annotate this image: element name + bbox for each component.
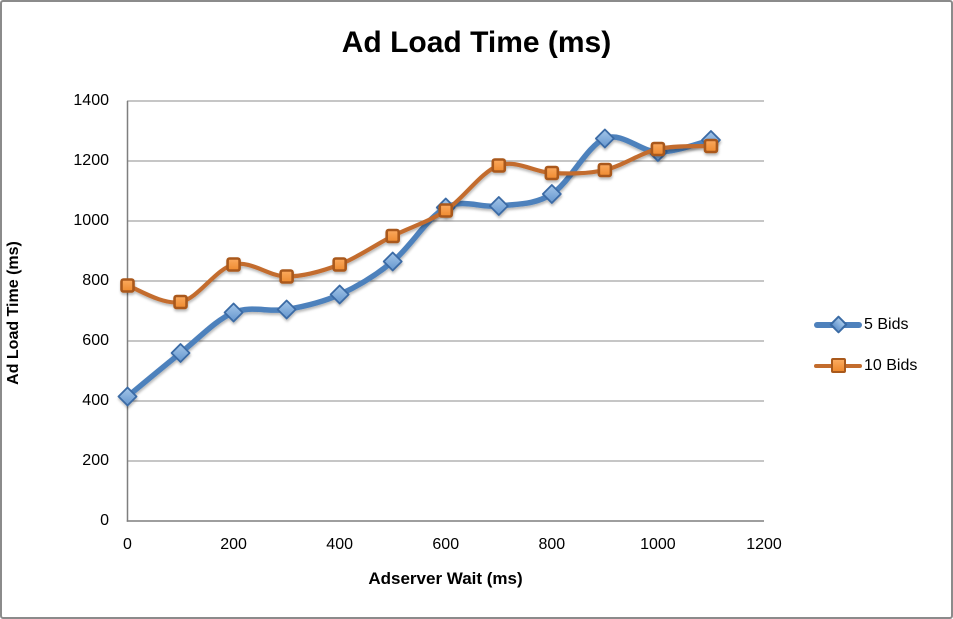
series-10-bids	[120, 138, 719, 310]
y-axis-title: Ad Load Time (ms)	[5, 241, 22, 385]
x-tick-label-800: 800	[538, 536, 566, 553]
legend-label: 10 Bids	[864, 356, 918, 374]
marker-10-bids-x400	[332, 257, 347, 272]
chart-title: Ad Load Time (ms)	[341, 26, 612, 59]
x-tick-label-1000: 1000	[640, 536, 676, 553]
square-marker-icon	[830, 358, 846, 373]
marker-10-bids-x100	[173, 294, 188, 310]
marker-10-bids-x500	[385, 228, 401, 244]
marker-5-bids-x300	[276, 299, 297, 320]
series-5-bids-line	[124, 134, 714, 400]
y-tick-label-0: 0	[100, 512, 109, 529]
y-tick-label-800: 800	[82, 272, 109, 289]
legend-sample-10-bids	[814, 350, 862, 381]
y-tick-label-1400: 1400	[73, 92, 109, 109]
x-tick-label-600: 600	[432, 536, 460, 553]
marker-10-bids-x900	[597, 162, 613, 178]
y-tick-label-1200: 1200	[73, 152, 109, 169]
x-tick-label-1200: 1200	[746, 536, 782, 553]
x-axis-title: Adserver Wait (ms)	[368, 569, 523, 588]
legend-sample-5-bids	[814, 309, 862, 340]
marker-5-bids-x200	[223, 302, 244, 323]
legend-label: 5 Bids	[864, 315, 909, 333]
legend-item-10-bids: 10 Bids	[814, 350, 917, 381]
legend-item-5-bids: 5 Bids	[814, 309, 917, 340]
series-10-bids-line	[125, 143, 714, 305]
marker-5-bids-x800	[541, 184, 562, 204]
marker-10-bids-x200	[226, 257, 241, 272]
y-tick-label-600: 600	[82, 332, 109, 349]
marker-5-bids-x500	[382, 251, 403, 272]
marker-10-bids-x1000	[650, 141, 666, 157]
x-tick-label-200: 200	[220, 536, 247, 553]
legend: 5 Bids 10 Bids	[814, 309, 917, 381]
marker-10-bids-x1100	[703, 138, 719, 154]
diamond-marker-icon	[828, 315, 848, 334]
marker-10-bids-x600	[438, 203, 454, 218]
series-5-bids	[117, 128, 721, 407]
y-tick-label-400: 400	[82, 392, 109, 409]
marker-10-bids-x300	[279, 269, 294, 284]
marker-5-bids-x100	[170, 343, 191, 363]
y-tick-label-200: 200	[82, 452, 109, 469]
marker-5-bids-x900	[594, 128, 615, 149]
marker-10-bids-x700	[491, 158, 507, 173]
marker-5-bids-x0	[117, 386, 138, 407]
x-tick-label-0: 0	[123, 536, 132, 553]
marker-10-bids-x0	[120, 278, 135, 293]
y-tick-label-1000: 1000	[73, 212, 109, 229]
marker-10-bids-x800	[544, 165, 560, 181]
marker-5-bids-x700	[488, 196, 509, 216]
x-tick-label-400: 400	[326, 536, 353, 553]
marker-5-bids-x400	[329, 284, 350, 305]
